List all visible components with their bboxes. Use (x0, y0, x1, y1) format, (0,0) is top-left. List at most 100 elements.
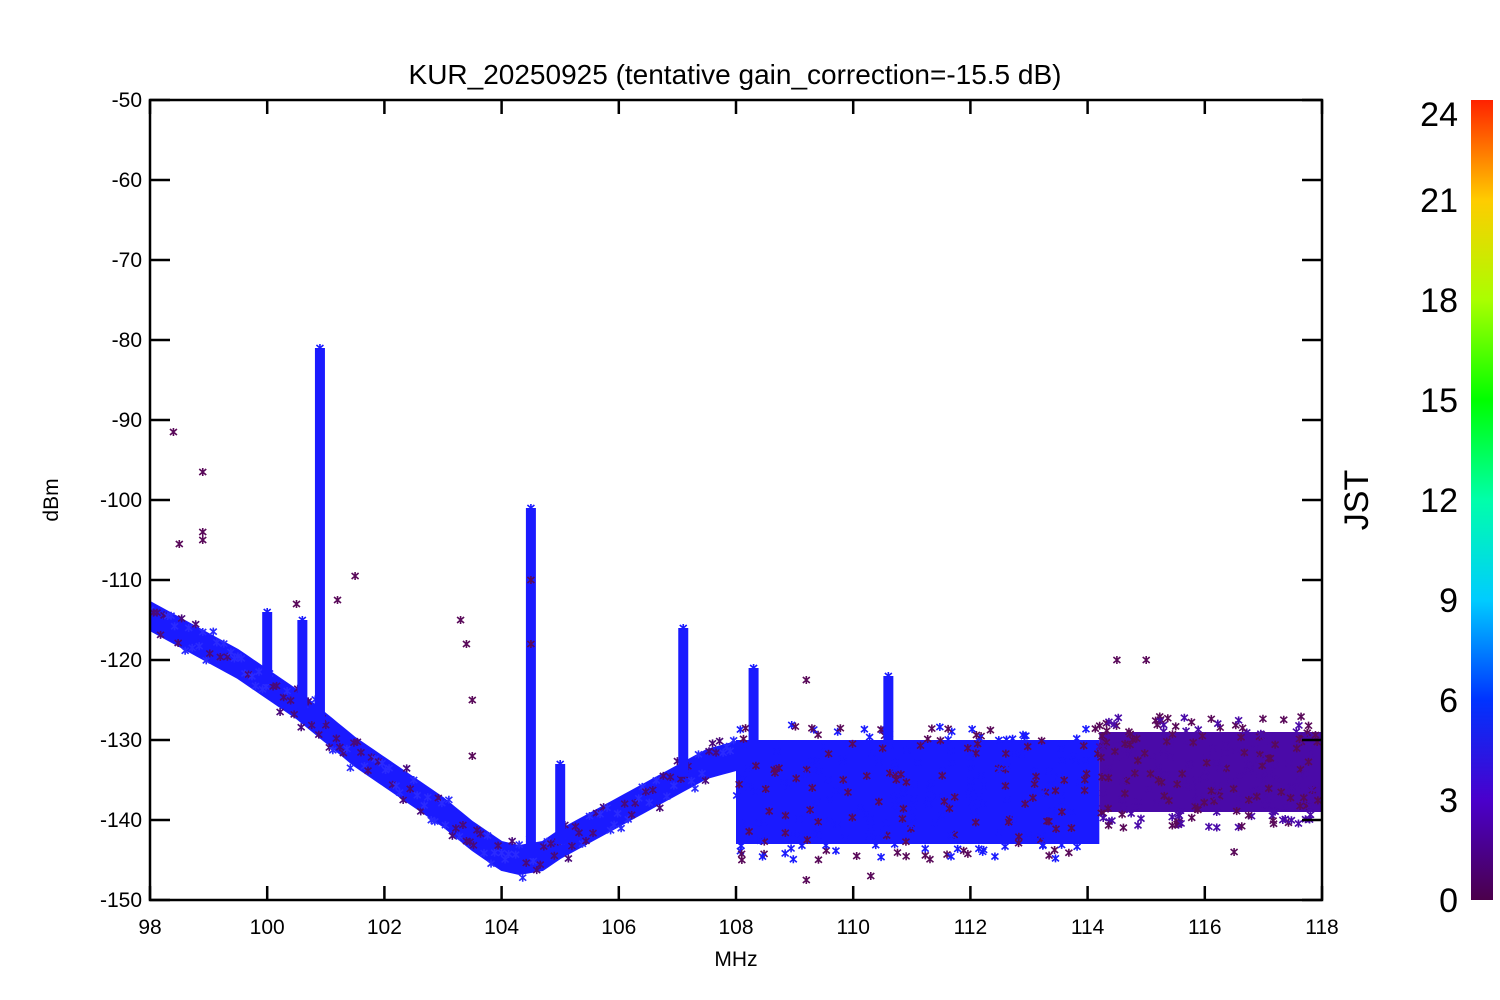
wideband-point (797, 841, 806, 850)
wideband-point (791, 722, 800, 731)
wideband-point (1258, 731, 1267, 740)
x-tick-label: 100 (250, 916, 285, 939)
wideband-point (1183, 736, 1192, 745)
wideband-point (893, 848, 902, 857)
wideband-point (974, 792, 983, 801)
noise-floor-point (729, 736, 738, 745)
noise-floor-point (328, 746, 337, 755)
wideband-point (796, 831, 805, 840)
wideband-point (1186, 760, 1195, 769)
noise-floor-point (237, 654, 246, 663)
outlier-point (198, 468, 207, 476)
wideband-point (931, 818, 940, 827)
wideband-point (909, 794, 918, 803)
wideband-point (1162, 770, 1171, 779)
noise-floor-point (286, 696, 295, 705)
noise-floor-point (490, 848, 499, 857)
outlier-point (198, 528, 207, 536)
wideband-point (944, 735, 953, 744)
wideband-point (1045, 851, 1054, 860)
wideband-point (878, 744, 887, 753)
noise-floor-point (581, 836, 591, 845)
wideband-point (1311, 731, 1320, 740)
wideband-point (948, 759, 957, 768)
noise-floor-point (469, 841, 478, 850)
wideband-point (1252, 792, 1261, 801)
colorbar-tick-label: 21 (1420, 182, 1458, 220)
wideband-point (1153, 720, 1162, 729)
spectral-line (297, 620, 308, 709)
wideband-point (990, 852, 999, 861)
wideband-point (751, 787, 760, 796)
wideband-point (1148, 752, 1157, 761)
wideband-point (901, 837, 910, 846)
wideband-point (1177, 819, 1186, 828)
wideband-point (876, 725, 885, 734)
wideband-point (973, 739, 982, 748)
noise-floor-point (181, 646, 190, 655)
wideband-point (978, 800, 987, 809)
noise-floor-point (662, 792, 671, 801)
wideband-point (759, 818, 768, 827)
noise-floor-point (722, 742, 731, 751)
x-tick-label: 102 (367, 916, 402, 939)
wideband-point (1159, 746, 1168, 755)
wideband-point (1128, 735, 1137, 744)
spectral-line (883, 676, 894, 740)
wideband-point (1209, 744, 1218, 753)
wideband-point (1178, 769, 1187, 778)
outlier-point (468, 696, 477, 704)
wideband-point (1130, 769, 1139, 778)
wideband-point (1168, 730, 1177, 739)
wideband-point (738, 774, 747, 783)
wideband-point (1039, 841, 1048, 850)
wideband-point (902, 778, 911, 787)
wideband-point (814, 855, 823, 864)
noise-floor-point (613, 809, 622, 818)
noise-floor-point (409, 775, 418, 784)
wideband-point (1099, 814, 1108, 823)
wideband-point (950, 793, 959, 802)
wideband-point (892, 775, 901, 784)
series-wideband-108-114 (732, 720, 1102, 864)
wideband-point (1240, 748, 1249, 757)
wideband-point (770, 768, 779, 777)
x-tick-label: 110 (836, 916, 869, 939)
wideband-point (899, 804, 908, 813)
wideband-point (1146, 769, 1155, 778)
wideband-point (1113, 736, 1122, 745)
noise-floor-point (254, 667, 264, 676)
wideband-point (943, 850, 952, 859)
wideband-point (832, 820, 841, 829)
wideband-point (1281, 803, 1290, 812)
wideband-point (1121, 739, 1130, 748)
wideband-point (1075, 778, 1084, 787)
noise-floor-point (441, 821, 450, 830)
wideband-point (953, 844, 962, 853)
wideband-point (947, 746, 956, 755)
spectral-line (525, 508, 536, 858)
wideband-point (1171, 722, 1180, 731)
wideband-point (1145, 732, 1154, 741)
wideband-point (1213, 719, 1222, 728)
wideband-point (889, 792, 898, 801)
noise-floor-point (694, 750, 703, 759)
wideband-point (856, 803, 865, 812)
outlier-point (802, 876, 811, 884)
noise-floor-point (624, 815, 633, 824)
noise-floor-band (150, 600, 737, 876)
y-tick-label: -140 (100, 809, 142, 832)
colorbar (1471, 100, 1493, 900)
noise-floor-point (156, 630, 165, 639)
wideband-point (1207, 786, 1216, 795)
wideband-point (1081, 756, 1090, 765)
wideband-point (1052, 824, 1061, 833)
y-tick-label: -60 (112, 169, 142, 192)
y-axis: -50 -60 -70 -80 -90 -100 -110 -120 -130 -140 -150 (100, 89, 1322, 912)
wideband-point (1080, 775, 1089, 784)
wideband-point (1134, 797, 1143, 806)
noise-floor-point (712, 748, 721, 757)
wideband-point (1133, 821, 1143, 830)
wideband-point (995, 766, 1004, 775)
